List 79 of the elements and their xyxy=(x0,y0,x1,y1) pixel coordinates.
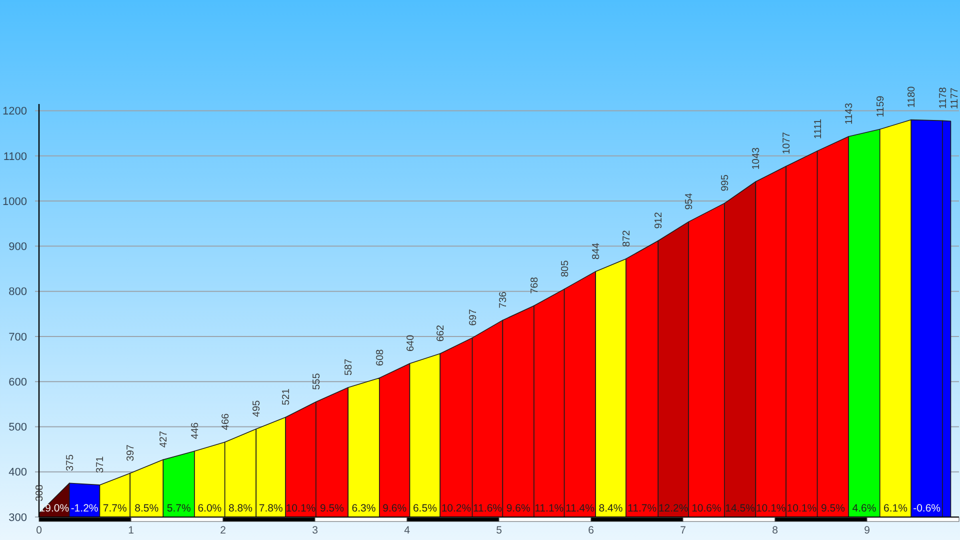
data-label: 521 xyxy=(281,388,292,406)
x-tick-label: 3 xyxy=(312,524,318,537)
data-label: 844 xyxy=(591,242,602,260)
data-label: 308 xyxy=(34,484,46,502)
annotation: 9.5% xyxy=(820,502,845,515)
annotation: 6.3% xyxy=(352,502,376,515)
data-label: 768 xyxy=(529,276,540,294)
data-label: 1177 xyxy=(949,87,960,110)
annotation: 14.5% xyxy=(725,502,755,515)
annotation: -0.6% xyxy=(913,502,941,515)
annotation: 8.5% xyxy=(134,502,159,515)
data-label: 1143 xyxy=(844,102,856,124)
data-label: 587 xyxy=(344,358,355,376)
data-label: 466 xyxy=(220,412,232,430)
data-label: 662 xyxy=(436,324,447,342)
annotation: 8.4% xyxy=(598,502,623,515)
annotation: 11.4% xyxy=(565,502,594,515)
x-tick-label: 6 xyxy=(588,524,594,537)
data-label: 397 xyxy=(126,444,137,462)
data-label: 555 xyxy=(311,372,322,390)
annotation: 6.5% xyxy=(412,502,437,515)
annotation: 6.1% xyxy=(884,502,908,515)
y-tick-label: 700 xyxy=(8,331,27,344)
y-tick-label: 1200 xyxy=(2,106,27,118)
annotation: 11.7% xyxy=(628,502,657,515)
y-tick-label: 400 xyxy=(8,466,27,479)
data-label: 805 xyxy=(560,260,571,278)
y-tick-label: 1000 xyxy=(2,196,27,208)
data-label: 1077 xyxy=(782,132,793,154)
annotation: -1.2% xyxy=(70,502,98,515)
annotation: 8.8% xyxy=(228,502,252,515)
annotation: 11.1% xyxy=(534,502,564,515)
x-tick-label: 8 xyxy=(772,524,778,537)
annotation: 6.0% xyxy=(198,502,222,515)
x-tick-label: 7 xyxy=(680,524,686,537)
y-tick-label: 500 xyxy=(8,422,27,434)
data-label: 1180 xyxy=(906,86,918,108)
annotation: 11.6% xyxy=(473,502,502,515)
data-label: 427 xyxy=(158,430,170,448)
y-tick-label: 1100 xyxy=(3,150,27,163)
data-label: 371 xyxy=(95,456,106,473)
x-tick-label: 2 xyxy=(220,524,226,537)
data-label: 912 xyxy=(654,212,665,229)
data-label: 1159 xyxy=(875,95,886,118)
annotation: 9.5% xyxy=(320,502,344,515)
y-tick-label: 600 xyxy=(8,376,27,388)
annotation: 9.6% xyxy=(506,502,530,515)
data-label: 1043 xyxy=(751,146,762,170)
annotation: 10.6% xyxy=(692,502,722,515)
data-label: 736 xyxy=(498,291,510,308)
x-tick-label: 5 xyxy=(496,524,502,537)
annotation: 7.8% xyxy=(258,502,283,515)
data-label: 640 xyxy=(405,334,416,352)
x-tick-label: 0 xyxy=(36,524,42,537)
annotation: 12.2% xyxy=(658,502,688,515)
annotation: 10.2% xyxy=(441,502,472,515)
annotation: 5.7% xyxy=(166,502,191,515)
data-label: 872 xyxy=(621,230,632,247)
y-tick-label: 900 xyxy=(8,241,27,254)
annotation: 10.1% xyxy=(756,502,786,515)
y-tick-label: 300 xyxy=(8,512,27,524)
data-label: 446 xyxy=(190,422,201,440)
data-label: 608 xyxy=(374,348,386,366)
x-tick-label: 9 xyxy=(864,524,870,537)
annotation: 7.7% xyxy=(102,502,127,515)
annotation: 10.1% xyxy=(286,502,316,515)
x-tick-label: 1 xyxy=(128,524,134,537)
data-label: 1111 xyxy=(812,118,824,139)
data-label: 375 xyxy=(64,454,76,472)
x-tick-label: 4 xyxy=(404,524,410,537)
data-label: 697 xyxy=(468,308,479,326)
data-label: 495 xyxy=(252,400,263,417)
data-label: 1178 xyxy=(938,86,949,109)
y-tick-label: 800 xyxy=(8,286,27,298)
data-label: 954 xyxy=(684,192,696,210)
annotation: 10.1% xyxy=(786,502,817,515)
annotation: 9.6% xyxy=(382,502,407,515)
data-label: 995 xyxy=(720,174,731,192)
annotation: 4.6% xyxy=(852,502,876,515)
